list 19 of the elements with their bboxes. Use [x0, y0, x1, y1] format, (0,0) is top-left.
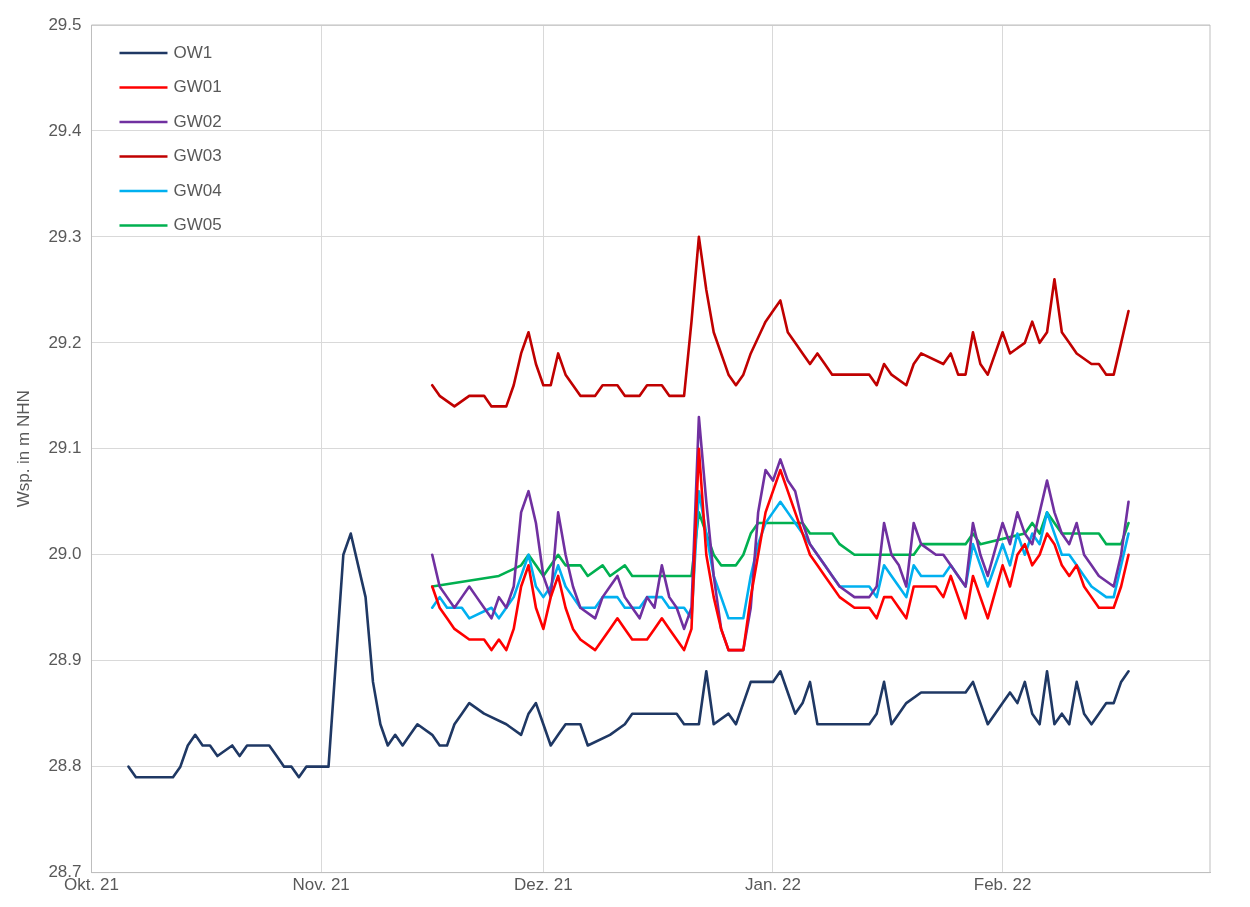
y-tick-label: 29.0	[48, 544, 82, 564]
x-tick-label: Nov. 21	[292, 875, 350, 895]
y-tick-label: 28.8	[48, 756, 82, 776]
y-tick-label: 29.5	[48, 14, 82, 34]
legend-label: OW1	[173, 42, 213, 62]
x-tick-label: Jan. 22	[745, 875, 801, 895]
legend-label: GW04	[173, 180, 222, 200]
x-tick-label: Feb. 22	[973, 875, 1032, 895]
y-tick-label: 29.4	[48, 120, 82, 140]
y-tick-label: 29.3	[48, 226, 82, 246]
y-tick-label: 29.2	[48, 332, 82, 352]
y-tick-label: 28.9	[48, 650, 82, 670]
legend-label: GW03	[173, 146, 222, 166]
legend-label: GW05	[173, 215, 222, 235]
legend-label: GW02	[173, 111, 222, 131]
y-axis-title: Wsp. in m NHN	[13, 390, 33, 508]
legend-label: GW01	[173, 77, 222, 97]
y-tick-label: 29.1	[48, 438, 82, 458]
x-tick-label: Dez. 21	[514, 875, 573, 895]
